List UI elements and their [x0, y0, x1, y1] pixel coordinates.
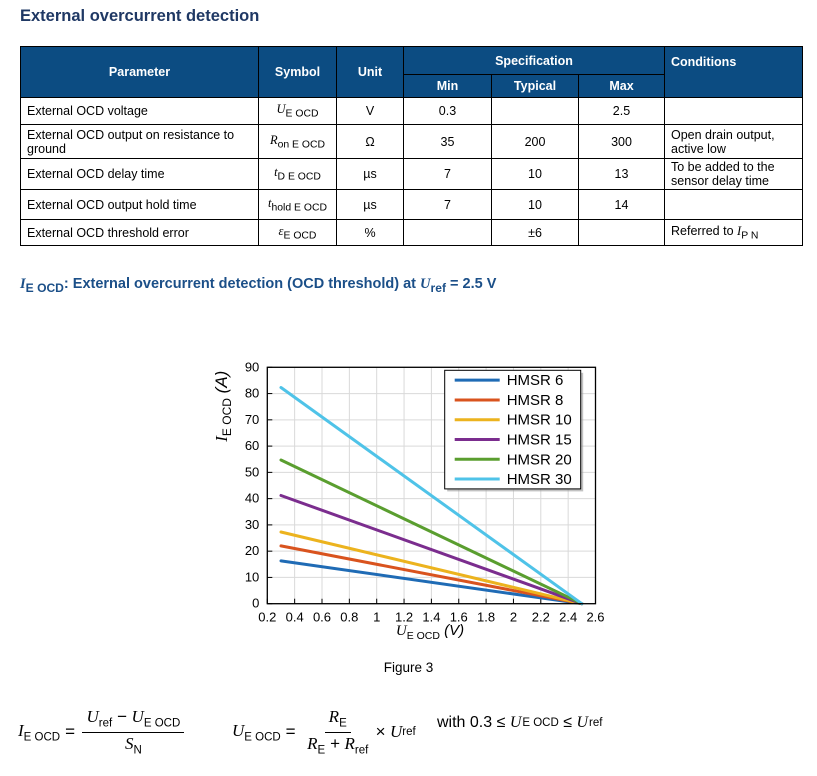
svg-text:0: 0: [252, 596, 259, 611]
svg-text:0.4: 0.4: [286, 610, 304, 625]
svg-text:10: 10: [245, 569, 259, 584]
svg-text:HMSR 30: HMSR 30: [507, 471, 572, 488]
svg-text:60: 60: [245, 438, 259, 453]
svg-text:20: 20: [245, 543, 259, 558]
svg-text:HMSR 10: HMSR 10: [507, 412, 572, 429]
svg-text:HMSR 8: HMSR 8: [507, 392, 564, 409]
svg-text:90: 90: [245, 359, 259, 374]
svg-text:0.6: 0.6: [313, 610, 331, 625]
svg-text:2.4: 2.4: [559, 610, 577, 625]
svg-text:0.2: 0.2: [258, 610, 276, 625]
svg-text:HMSR 20: HMSR 20: [507, 451, 572, 468]
svg-text:40: 40: [245, 491, 259, 506]
svg-text:HMSR 15: HMSR 15: [507, 431, 572, 448]
svg-text:2.2: 2.2: [532, 610, 550, 625]
svg-text:70: 70: [245, 412, 259, 427]
svg-text:80: 80: [245, 386, 259, 401]
svg-text:HMSR 6: HMSR 6: [507, 372, 564, 389]
svg-text:50: 50: [245, 464, 259, 479]
svg-text:2.6: 2.6: [586, 610, 604, 625]
svg-text:30: 30: [245, 517, 259, 532]
